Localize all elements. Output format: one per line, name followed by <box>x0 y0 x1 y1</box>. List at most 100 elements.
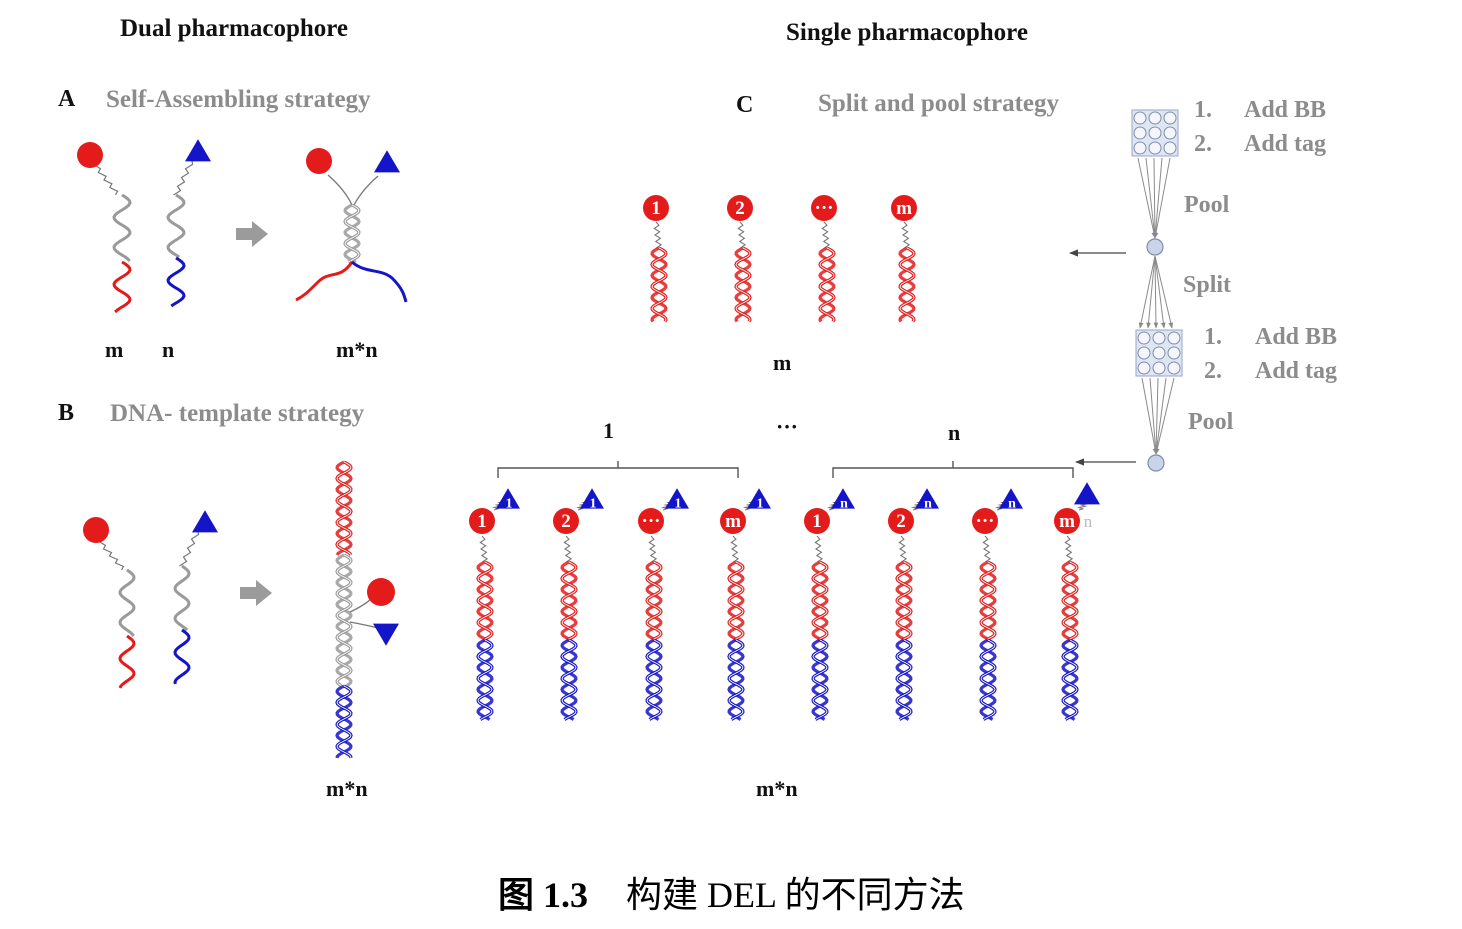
bracket-group-1 <box>497 461 739 478</box>
panel-b-template-blue-strand-b <box>335 684 353 759</box>
round2-duplex-red-highlight <box>646 561 662 641</box>
group-label-ellipsis: ··· <box>776 414 799 439</box>
panel-a-blue-triangle-n <box>185 139 211 162</box>
panel-b-template-red-strand-b <box>335 460 353 556</box>
panel-a-label-m: m <box>105 337 124 362</box>
round1-linker <box>901 221 911 249</box>
panel-a-product-linker-left <box>327 174 353 206</box>
round2-duplex-red <box>811 560 829 642</box>
round2-top-marker-2 <box>580 488 604 509</box>
round2-duplex-blue <box>811 638 829 721</box>
pool-arrow-3 <box>1152 157 1158 239</box>
round1-duplex-highlight <box>899 247 915 322</box>
round2-top-marker-2-label: 1 <box>590 496 597 511</box>
round2-construct-2: 12 <box>553 488 604 721</box>
round2-bottom-marker-2-label: 2 <box>561 511 571 532</box>
round1-construct-3: ··· <box>811 195 837 323</box>
pool2-arrow-5 <box>1154 377 1175 455</box>
round2-duplex-blue <box>979 638 997 721</box>
round1-linker <box>737 221 747 249</box>
round1-duplex <box>818 246 836 323</box>
step2-add-tag: Add tag <box>1255 358 1338 384</box>
round1-construct-2: 2 <box>727 195 753 323</box>
round2-duplex-blue <box>645 638 663 721</box>
round2-duplex-red <box>979 560 997 642</box>
panel-a-product-duplex <box>343 203 361 264</box>
single-pharmacophore-heading: Single pharmacophore <box>786 19 1028 46</box>
round2-bottom-marker-5 <box>804 508 830 534</box>
panel-b-strand-n-blue <box>173 628 191 685</box>
round1-marker-2-label: 2 <box>735 198 745 219</box>
round2-top-marker-3-label: 1 <box>675 496 682 511</box>
round1-linker <box>653 221 663 249</box>
well-plate-2 <box>1135 329 1183 377</box>
round1-duplex-strand-b <box>898 246 916 323</box>
round1-construct-4: m <box>891 195 917 323</box>
static-artwork <box>236 221 1136 606</box>
round2-duplex-blue-highlight <box>477 639 493 720</box>
round2-linker <box>479 535 489 563</box>
round2-bottom-marker-2 <box>553 508 579 534</box>
panel-a-arrow-icon <box>236 221 268 247</box>
panel-a-product-label: m*n <box>336 337 378 362</box>
panel-a-linker-m <box>94 164 119 196</box>
split-arrow-4 <box>1154 255 1166 329</box>
panel-a-strand-m-grey <box>112 193 132 262</box>
panel-a-graphic <box>77 139 408 314</box>
panel-b-graphic <box>83 460 399 759</box>
panel-b-product-linker-blue <box>349 621 379 629</box>
panel-c-round1-graphic: 1 2 ··· m <box>643 195 917 323</box>
round1-duplex-strand-b <box>734 246 752 323</box>
round2-bottom-marker-3 <box>638 508 664 534</box>
well-plate-2-well <box>1152 346 1166 360</box>
panel-a-red-ball-m <box>77 142 103 168</box>
step-add-tag: Add tag <box>1244 131 1327 157</box>
round2-duplex-blue-highlight <box>561 639 577 720</box>
panel-a-product-red-arm <box>295 261 354 302</box>
panel-b-strand-m-red <box>118 634 136 689</box>
round2-duplex-blue <box>476 638 494 721</box>
round2-bottom-marker-4 <box>720 508 746 534</box>
round1-duplex-highlight <box>735 247 751 322</box>
round2-linker <box>814 535 824 563</box>
panel-b-blue-triangle-n <box>192 510 218 533</box>
panel-c-title: Split and pool strategy <box>818 90 1060 117</box>
round2-bottom-marker-6-label: 2 <box>896 511 906 532</box>
panel-a-product-duplex-highlight <box>344 204 360 263</box>
panel-b-linker-n <box>179 529 200 567</box>
group-label-1: 1 <box>603 418 614 443</box>
panel-b-arrow-icon <box>240 580 272 606</box>
round2-linker <box>1064 535 1074 563</box>
split-arrow-5 <box>1154 255 1174 329</box>
round2-top-marker-4 <box>747 488 771 509</box>
round2-bottom-marker-1 <box>469 508 495 534</box>
round2-duplex-blue-highlight <box>646 639 662 720</box>
well-plate-1-well <box>1133 126 1147 140</box>
round1-duplex-highlight <box>651 247 667 322</box>
pool-node-1 <box>1146 238 1164 256</box>
split-arrow-2 <box>1146 255 1156 329</box>
panel-a-strand-n-grey <box>166 193 186 259</box>
round2-construct-5: n1 <box>804 488 855 721</box>
well-plate-2-well <box>1152 331 1166 345</box>
round2-duplex-red-highlight <box>1062 561 1078 641</box>
round1-duplex <box>650 246 668 323</box>
round1-marker-4-label: m <box>896 198 912 219</box>
pool-node-2 <box>1147 454 1165 472</box>
round2-top-marker-1 <box>496 488 520 509</box>
round2-duplex-blue <box>727 638 745 721</box>
pool-arrow-1 <box>1137 157 1157 239</box>
step-split: Split <box>1183 272 1232 298</box>
round2-linker <box>730 535 740 563</box>
round1-duplex-strand-b <box>650 246 668 323</box>
figure-caption-text: 构建 DEL 的不同方法 <box>626 875 965 915</box>
round2-top-marker-7 <box>999 488 1023 509</box>
step2-add-bb-number: 1. <box>1204 324 1222 350</box>
panel-b-template-red-highlight <box>336 461 352 556</box>
step2-add-tag-number: 2. <box>1204 358 1222 384</box>
round2-bottom-marker-4-label: m <box>725 511 741 532</box>
workflow-graphic <box>1131 109 1183 472</box>
well-plate-2-well <box>1167 361 1181 375</box>
round2-construct-4: 1m <box>720 488 771 721</box>
